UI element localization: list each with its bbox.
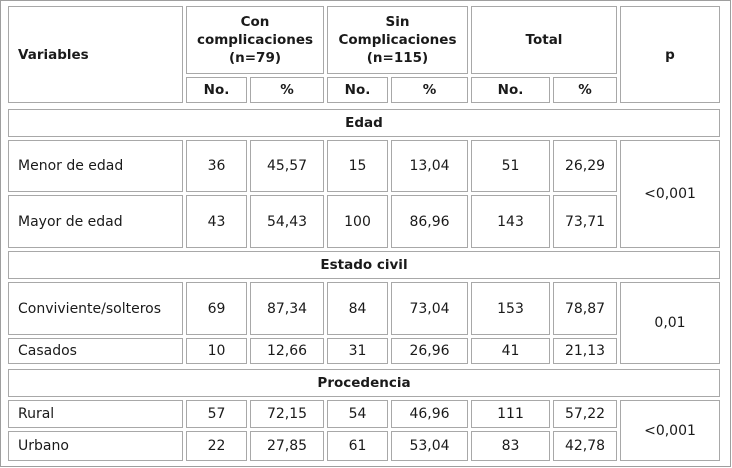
cell-tot-pct: 21,13: [553, 338, 617, 364]
cell-sin-no: 100: [327, 195, 388, 248]
cell-tot-no: 153: [471, 282, 550, 335]
header-total: Total: [471, 6, 617, 74]
cell-tot-no: 41: [471, 338, 550, 364]
subheader-tot-no: No.: [471, 77, 550, 103]
row-label: Casados: [8, 338, 183, 364]
subheader-con-pct: %: [250, 77, 324, 103]
cell-con-no: 22: [186, 431, 247, 461]
subheader-sin-no: No.: [327, 77, 388, 103]
row-label: Menor de edad: [8, 140, 183, 192]
cell-tot-no: 111: [471, 400, 550, 428]
header-p: p: [620, 6, 720, 103]
cell-con-pct: 72,15: [250, 400, 324, 428]
cell-p-value: 0,01: [620, 282, 720, 364]
cell-con-pct: 87,34: [250, 282, 324, 335]
cell-p-value: <0,001: [620, 140, 720, 248]
cell-tot-pct: 78,87: [553, 282, 617, 335]
header-con-complicaciones: Con complicaciones (n=79): [186, 6, 324, 74]
row-label: Rural: [8, 400, 183, 428]
cell-tot-no: 83: [471, 431, 550, 461]
section-title-edad: Edad: [8, 109, 720, 137]
cell-sin-no: 54: [327, 400, 388, 428]
row-label: Conviviente/solteros: [8, 282, 183, 335]
cell-sin-pct: 53,04: [391, 431, 468, 461]
cell-sin-no: 61: [327, 431, 388, 461]
cell-con-pct: 54,43: [250, 195, 324, 248]
cell-tot-pct: 42,78: [553, 431, 617, 461]
cell-con-pct: 45,57: [250, 140, 324, 192]
header-variables: Variables: [8, 6, 183, 103]
cell-con-no: 69: [186, 282, 247, 335]
cell-con-pct: 27,85: [250, 431, 324, 461]
subheader-con-no: No.: [186, 77, 247, 103]
cell-sin-no: 31: [327, 338, 388, 364]
cell-con-no: 43: [186, 195, 247, 248]
cell-tot-pct: 57,22: [553, 400, 617, 428]
cell-tot-pct: 26,29: [553, 140, 617, 192]
cell-tot-no: 51: [471, 140, 550, 192]
subheader-sin-pct: %: [391, 77, 468, 103]
cell-sin-pct: 73,04: [391, 282, 468, 335]
cell-p-value: <0,001: [620, 400, 720, 461]
section-title-estado-civil: Estado civil: [8, 251, 720, 279]
cell-con-no: 10: [186, 338, 247, 364]
section-title-procedencia: Procedencia: [8, 369, 720, 397]
cell-tot-pct: 73,71: [553, 195, 617, 248]
cell-sin-no: 15: [327, 140, 388, 192]
cell-sin-pct: 13,04: [391, 140, 468, 192]
row-label: Mayor de edad: [8, 195, 183, 248]
subheader-tot-pct: %: [553, 77, 617, 103]
row-label: Urbano: [8, 431, 183, 461]
cell-con-no: 57: [186, 400, 247, 428]
cell-sin-pct: 86,96: [391, 195, 468, 248]
header-sin-complicaciones: Sin Complicaciones (n=115): [327, 6, 468, 74]
cell-sin-pct: 46,96: [391, 400, 468, 428]
cell-con-no: 36: [186, 140, 247, 192]
cell-tot-no: 143: [471, 195, 550, 248]
cell-sin-pct: 26,96: [391, 338, 468, 364]
cell-sin-no: 84: [327, 282, 388, 335]
cell-con-pct: 12,66: [250, 338, 324, 364]
